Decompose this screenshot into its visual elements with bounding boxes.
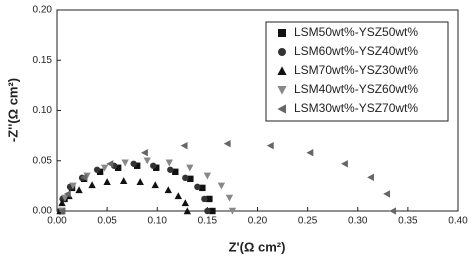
x-tick-label: 0.25 xyxy=(298,216,318,227)
data-point xyxy=(204,207,211,215)
legend-marker xyxy=(277,66,287,75)
data-point xyxy=(194,183,201,191)
y-tick-label: 0.00 xyxy=(33,206,53,217)
data-point xyxy=(134,162,141,169)
x-tick-label: 0.30 xyxy=(348,216,368,227)
legend-label: LSM50wt%-YSZ50wt% xyxy=(294,25,418,39)
x-tick-label: 0.00 xyxy=(47,216,67,227)
data-point xyxy=(93,166,101,173)
data-point xyxy=(143,157,151,165)
legend-box xyxy=(265,21,449,122)
data-point xyxy=(225,194,234,202)
y-tick-label: 0.20 xyxy=(33,5,53,16)
y-axis-label: -Z''(Ω cm²) xyxy=(5,78,20,142)
legend-marker xyxy=(278,48,286,56)
data-point xyxy=(121,159,129,167)
data-point xyxy=(100,164,109,172)
data-point xyxy=(183,207,192,215)
data-point xyxy=(114,164,122,171)
data-point xyxy=(217,182,226,190)
x-tick-label: 0.05 xyxy=(97,216,117,227)
data-point xyxy=(61,194,69,202)
data-point xyxy=(119,177,128,185)
data-point xyxy=(69,182,77,190)
legend-marker xyxy=(278,29,286,37)
data-point xyxy=(201,195,208,203)
data-point xyxy=(58,199,66,207)
data-point xyxy=(209,207,216,215)
x-tick-label: 0.15 xyxy=(198,216,218,227)
data-point xyxy=(165,159,173,167)
data-point xyxy=(228,207,237,215)
data-point xyxy=(223,139,231,148)
data-point xyxy=(75,186,83,194)
data-point xyxy=(136,178,144,186)
data-point xyxy=(389,207,397,215)
data-point xyxy=(80,173,88,182)
data-point xyxy=(182,174,189,182)
data-point xyxy=(151,181,159,189)
data-point xyxy=(199,184,206,192)
data-point xyxy=(58,207,66,215)
data-point xyxy=(206,195,213,203)
data-point xyxy=(153,164,160,171)
data-point xyxy=(180,141,188,150)
data-point xyxy=(367,173,374,182)
x-tick-label: 0.40 xyxy=(448,216,468,227)
data-point xyxy=(172,168,179,176)
data-point xyxy=(174,192,182,200)
legend-label: LSM40wt%-YSZ60wt% xyxy=(294,82,418,96)
data-point xyxy=(63,190,71,198)
data-point xyxy=(96,168,104,176)
data-point xyxy=(186,164,194,172)
data-point xyxy=(181,199,189,207)
data-point xyxy=(187,175,194,183)
x-axis-label: Z'(Ω cm²) xyxy=(229,239,286,254)
data-point xyxy=(266,141,274,150)
data-point xyxy=(106,160,114,168)
data-point xyxy=(103,178,111,186)
data-point xyxy=(141,149,148,157)
legend-label: LSM30wt%-YSZ70wt% xyxy=(294,101,418,115)
data-point xyxy=(341,160,348,168)
x-tick-label: 0.20 xyxy=(248,216,268,227)
data-point xyxy=(203,172,212,180)
y-tick-label: 0.05 xyxy=(33,155,53,166)
data-point xyxy=(306,149,314,157)
x-tick-label: 0.35 xyxy=(398,216,418,227)
x-tick-label: 0.10 xyxy=(148,216,168,227)
data-point xyxy=(164,186,172,194)
data-point xyxy=(130,160,137,167)
data-point xyxy=(383,190,391,198)
legend-label: LSM60wt%-YSZ40wt% xyxy=(294,44,418,58)
legend-label: LSM70wt%-YSZ30wt% xyxy=(294,63,418,77)
legend-marker xyxy=(277,86,287,95)
data-point xyxy=(88,181,96,189)
y-tick-label: 0.10 xyxy=(33,105,53,116)
data-point xyxy=(150,162,157,169)
legend-marker xyxy=(277,104,286,114)
y-tick-label: 0.15 xyxy=(33,55,53,66)
data-point xyxy=(167,166,174,173)
